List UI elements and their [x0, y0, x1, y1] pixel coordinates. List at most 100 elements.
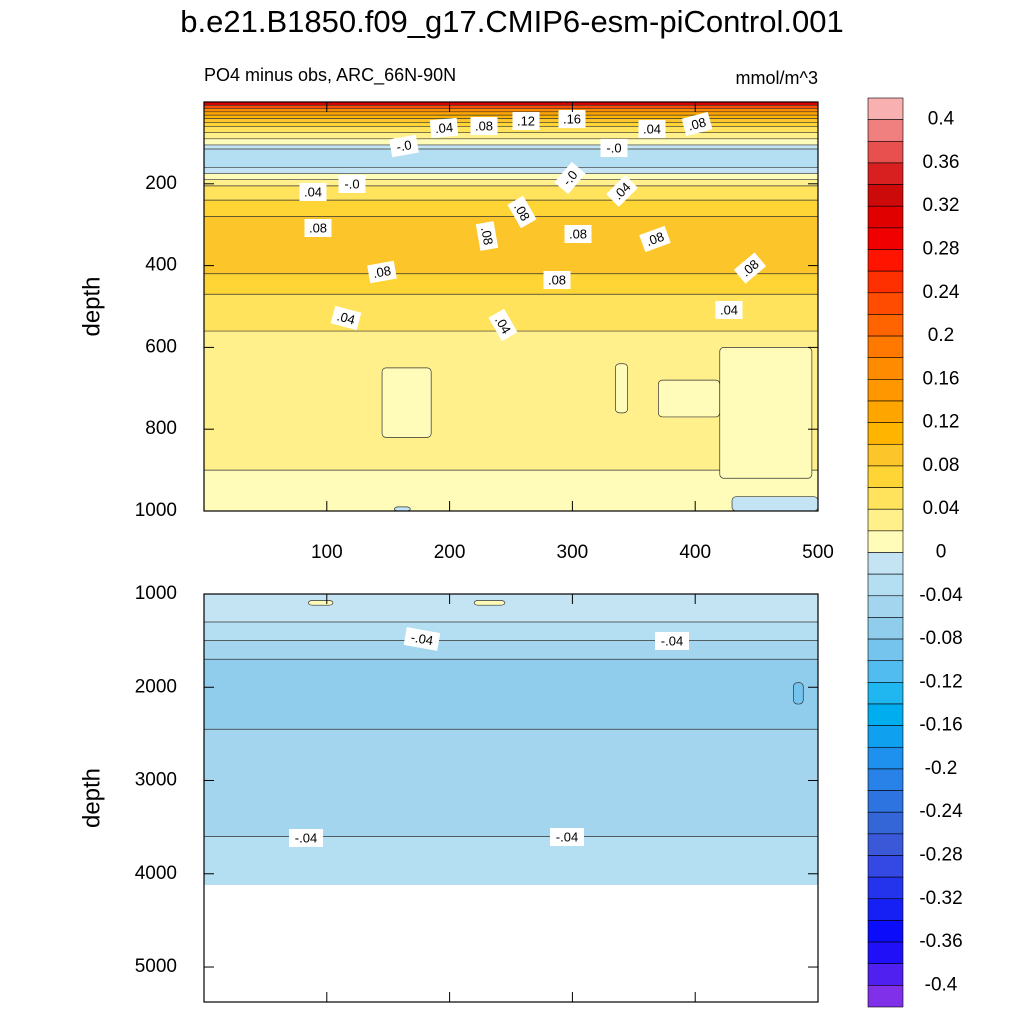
- contour-label-box: [475, 221, 499, 251]
- colorbar-box: [867, 508, 904, 532]
- contour-band: [204, 111, 818, 116]
- contour-label: -.04: [556, 829, 578, 844]
- colorbar-box: [867, 227, 904, 250]
- contour-band: [204, 132, 818, 139]
- contour-label-group: .04: [299, 183, 327, 201]
- colorbar-box: [867, 963, 904, 986]
- contour-label-box: [507, 195, 537, 229]
- contour-band: [204, 144, 818, 150]
- contour-band: [204, 138, 818, 145]
- colorbar-label: 0.12: [923, 412, 960, 433]
- y-tick-label: 1000: [135, 583, 177, 604]
- contour-band: [204, 102, 818, 106]
- colorbar-label: 0.04: [923, 498, 960, 519]
- colorbar-box: [867, 573, 904, 597]
- contour-patch: [393, 506, 411, 512]
- contour-label-box: [715, 301, 743, 319]
- contour-label: .08: [644, 229, 666, 249]
- y-axis-label: depth: [78, 768, 105, 828]
- colorbar-label: 0.4: [928, 109, 955, 130]
- contour-band: [204, 216, 818, 274]
- panel: .04 .08 .12 .16 .04 .08 -.0 -.0 .04 -.0 -.0 .04 .08.…: [204, 102, 819, 512]
- colorbar-box: [867, 768, 904, 791]
- contour-label: -.0: [559, 167, 580, 188]
- colorbar-box: [867, 703, 904, 726]
- colorbar-label: 0: [936, 542, 947, 563]
- contour-band: [204, 640, 818, 660]
- colorbar-box: [867, 205, 904, 229]
- contour-label: .04: [720, 302, 738, 317]
- colorbar-box: [867, 140, 904, 164]
- contour-patch: [731, 496, 819, 512]
- contour-label-box: [681, 111, 713, 137]
- contour-label-group: .08: [507, 195, 537, 229]
- contour-label: .08: [569, 226, 587, 241]
- colorbar-label: 0.28: [923, 239, 960, 260]
- contour-band: [204, 105, 818, 109]
- colorbar-label: 0.2: [928, 325, 954, 346]
- contour-band: [204, 126, 818, 133]
- contour-band: [204, 149, 818, 168]
- contour-label-group: .08: [470, 117, 498, 135]
- y-tick-label: 4000: [135, 863, 177, 884]
- contour-patch: [615, 363, 629, 414]
- colorbar-label: -0.04: [919, 585, 963, 606]
- colorbar-label: -0.16: [919, 715, 962, 736]
- contour-label-group: .08: [475, 221, 499, 251]
- contour-label-box: [606, 175, 638, 207]
- colorbar-box: [867, 162, 904, 185]
- contour-label-box: [289, 829, 323, 847]
- contour-band: [204, 621, 818, 641]
- colorbar-label: 0.16: [923, 368, 960, 389]
- contour-patch: [308, 600, 334, 606]
- colorbar-box: [867, 465, 904, 488]
- colorbar-label: -0.12: [919, 671, 962, 692]
- contour-label: .04: [434, 120, 453, 137]
- contour-label-group: .08: [733, 252, 767, 284]
- colorbar-box: [867, 292, 904, 315]
- contour-label-box: [554, 161, 586, 195]
- contour-label-group: .08: [639, 225, 671, 253]
- contour-patch: [658, 379, 721, 418]
- contour-band: [204, 594, 818, 622]
- contour-label-box: [558, 110, 586, 128]
- contour-label-group: -.04: [550, 828, 584, 846]
- colorbar-box: [867, 270, 904, 294]
- colorbar-box: [867, 314, 904, 337]
- contour-label-group: -.0: [338, 175, 366, 193]
- contour-label-box: [655, 632, 689, 650]
- contour-label: -.0: [606, 140, 621, 155]
- contour-label-box: [338, 175, 366, 193]
- contour-label-group: .04: [429, 117, 459, 139]
- colorbar-box: [867, 400, 904, 423]
- colorbar-box: [867, 746, 904, 770]
- y-tick-label: 600: [145, 336, 177, 357]
- colorbar-box: [867, 443, 904, 467]
- contour-label-group: .08: [543, 271, 571, 289]
- contour-label-group: -.0: [600, 139, 628, 157]
- colorbar-box: [867, 335, 904, 359]
- colorbar-box: [867, 941, 904, 965]
- contour-label-box: [638, 120, 666, 138]
- contour-label: -.04: [410, 630, 435, 649]
- contour-label-group: .04: [330, 305, 362, 331]
- colorbar-label: -0.28: [919, 845, 962, 866]
- contour-band: [204, 173, 818, 180]
- contour-label: -.04: [661, 633, 683, 648]
- contour-label-box: [564, 225, 592, 243]
- contour-label-group: -.04: [289, 829, 323, 847]
- contour-label: .08: [478, 226, 496, 246]
- contour-label: .08: [475, 118, 493, 133]
- chart-title: b.e21.B1850.f09_g17.CMIP6-esm-piControl.…: [180, 4, 843, 39]
- panel: -.04 -.04 -.04 -.04: [204, 594, 818, 885]
- colorbar-label: -0.2: [925, 758, 958, 779]
- contour-label: .08: [372, 263, 392, 281]
- contour-label: .08: [309, 220, 327, 235]
- x-tick-label: 300: [557, 542, 589, 563]
- contour-label-group: -.04: [403, 627, 441, 651]
- contour-band: [204, 185, 818, 201]
- contour-band: [204, 659, 818, 730]
- colorbar-box: [867, 790, 904, 813]
